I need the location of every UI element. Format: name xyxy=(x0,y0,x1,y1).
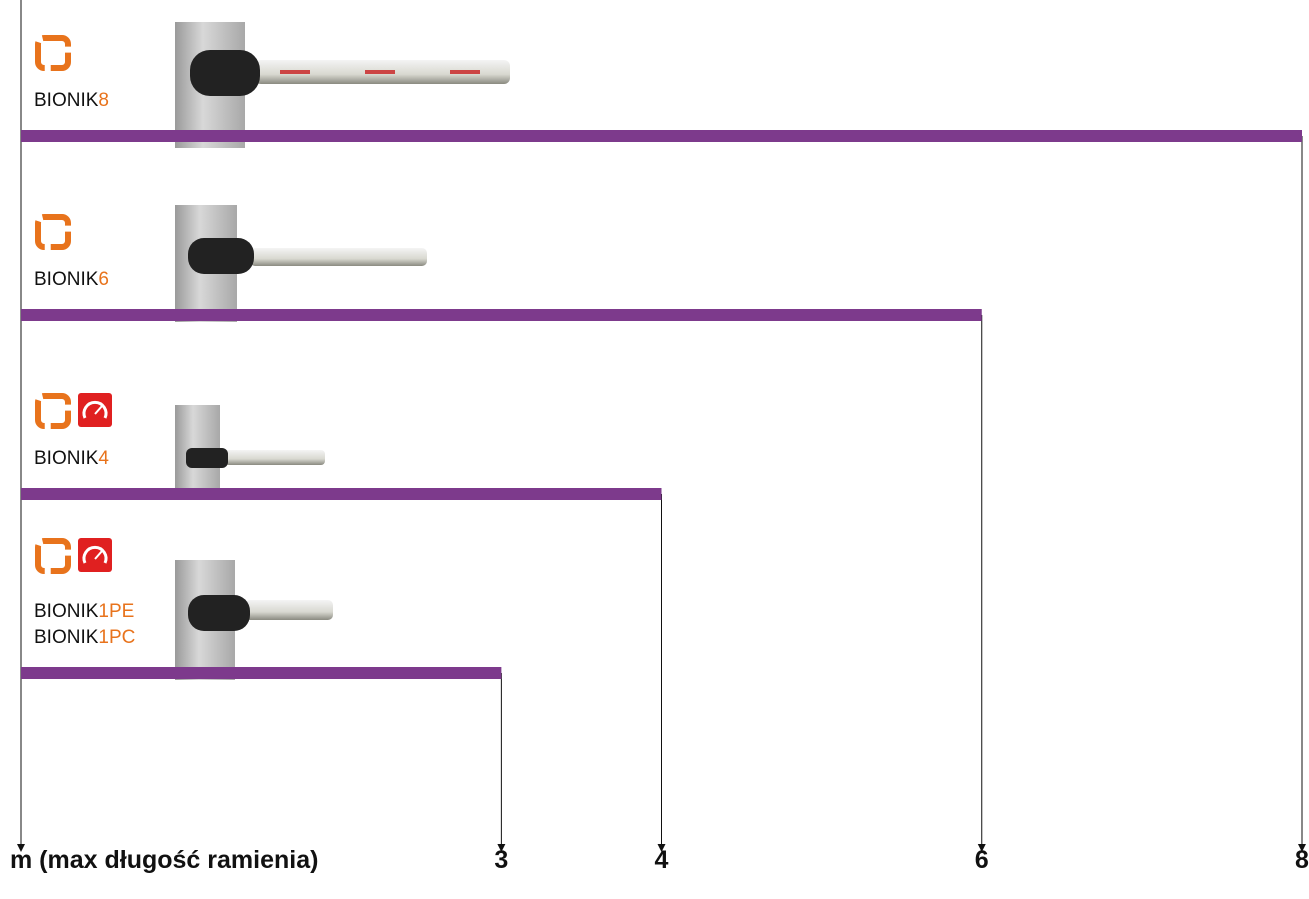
model-name: BIONIK1PE xyxy=(34,601,134,622)
x-tick-label: 3 xyxy=(494,846,508,874)
bar xyxy=(21,488,662,500)
bar xyxy=(21,667,502,679)
tick-arrow xyxy=(497,844,506,852)
bionik-icon xyxy=(35,35,71,71)
x-tick-label: 8 xyxy=(1295,846,1309,874)
model-suffix: 8 xyxy=(98,90,109,111)
model-prefix: BIONIK xyxy=(34,601,99,622)
axis-arrow xyxy=(17,844,25,852)
model-suffix: 1PE xyxy=(98,601,134,622)
barrier-image xyxy=(175,405,325,500)
x-tick-label: 6 xyxy=(975,846,989,874)
tick-arrow xyxy=(657,844,666,852)
barrier-image xyxy=(175,22,510,148)
tick-arrow xyxy=(1298,844,1306,852)
rapid-icon xyxy=(78,538,112,572)
model-prefix: BIONIK xyxy=(34,448,99,469)
model-prefix: BIONIK xyxy=(34,90,99,111)
model-prefix: BIONIK xyxy=(34,627,99,648)
bionik-icon xyxy=(35,393,71,429)
model-suffix: 1PC xyxy=(98,627,135,648)
model-name: BIONIK4 xyxy=(34,448,109,469)
model-name: BIONIK1PC xyxy=(34,627,135,648)
x-tick-label: 4 xyxy=(655,846,669,874)
model-prefix: BIONIK xyxy=(34,269,99,290)
model-name: BIONIK6 xyxy=(34,269,109,290)
rapid-icon xyxy=(78,393,112,427)
x-axis-label: m (max długość ramienia) xyxy=(10,846,318,874)
bar xyxy=(21,130,1302,142)
bionik-icon xyxy=(35,538,71,574)
bionik-icon xyxy=(35,214,71,250)
tick-arrow xyxy=(977,844,986,852)
model-name: BIONIK8 xyxy=(34,90,109,111)
barrier-image xyxy=(175,205,427,322)
barrier-image xyxy=(175,560,333,680)
bar xyxy=(21,309,982,321)
model-suffix: 4 xyxy=(98,448,109,469)
model-suffix: 6 xyxy=(98,269,109,290)
